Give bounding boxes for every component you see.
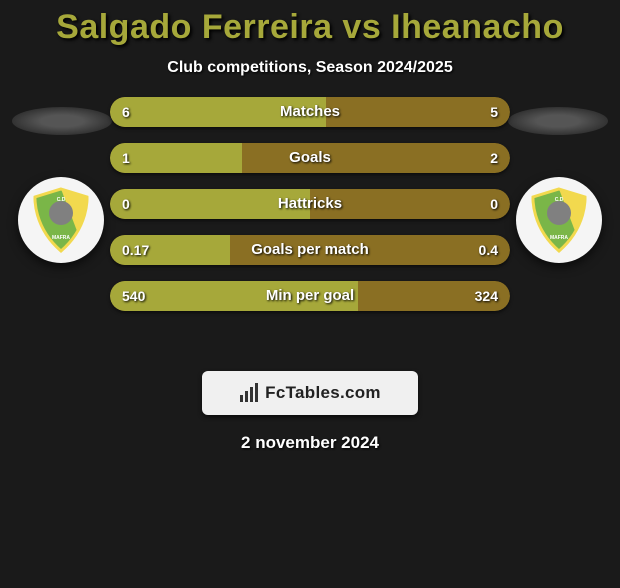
stat-row: 540324Min per goal xyxy=(110,281,510,311)
bar-left-fill xyxy=(110,97,326,127)
stat-row: 12Goals xyxy=(110,143,510,173)
stat-row: 65Matches xyxy=(110,97,510,127)
comparison-arena: C.D MAFRA C.D MAFRA 65Matches 12Goals 00Ha… xyxy=(0,97,620,357)
bar-left-fill xyxy=(110,189,310,219)
stat-row: 00Hattricks xyxy=(110,189,510,219)
stat-row: 0.170.4Goals per match xyxy=(110,235,510,265)
bar-left-fill xyxy=(110,235,230,265)
shield-icon: C.D MAFRA xyxy=(529,187,589,253)
subtitle: Club competitions, Season 2024/2025 xyxy=(0,59,620,77)
club-badge-right: C.D MAFRA xyxy=(516,177,602,263)
chart-bars-icon xyxy=(239,383,259,403)
svg-text:C.D: C.D xyxy=(57,197,66,203)
page-title: Salgado Ferreira vs Iheanacho xyxy=(0,8,620,47)
svg-text:MAFRA: MAFRA xyxy=(550,235,568,241)
player-shadow-left xyxy=(12,107,112,135)
logo-text: FcTables.com xyxy=(265,383,381,403)
bar-left-fill xyxy=(110,281,358,311)
player-shadow-right xyxy=(508,107,608,135)
shield-icon: C.D MAFRA xyxy=(31,187,91,253)
stat-bars: 65Matches 12Goals 00Hattricks 0.170.4Goals … xyxy=(110,97,510,327)
bar-left-fill xyxy=(110,143,242,173)
date-text: 2 november 2024 xyxy=(0,433,620,453)
fctables-logo: FcTables.com xyxy=(202,371,418,415)
svg-text:MAFRA: MAFRA xyxy=(52,235,70,241)
club-badge-left: C.D MAFRA xyxy=(18,177,104,263)
svg-text:C.D: C.D xyxy=(555,197,564,203)
